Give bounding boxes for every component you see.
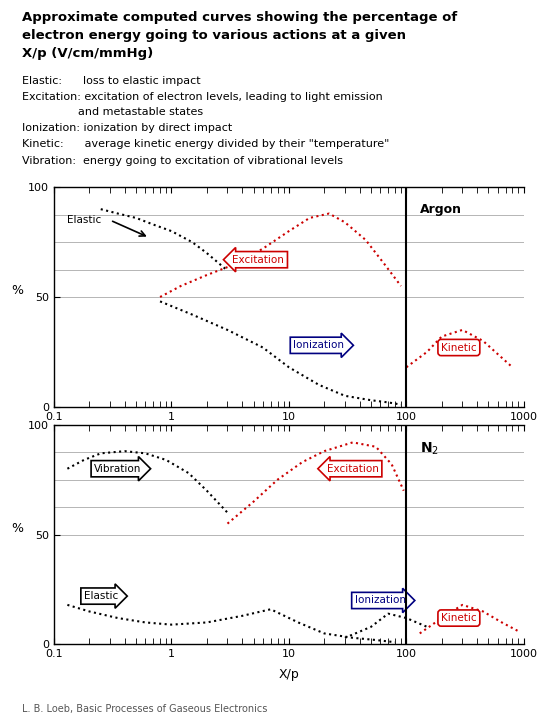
- Text: Vibration: Vibration: [94, 464, 141, 474]
- Text: Excitation: excitation of electron levels, leading to light emission: Excitation: excitation of electron level…: [22, 92, 382, 102]
- Text: Excitation: Excitation: [327, 464, 379, 474]
- Text: X/p (V/cm/mmHg): X/p (V/cm/mmHg): [22, 47, 153, 60]
- Text: Kinetic: Kinetic: [441, 343, 477, 353]
- Text: Ionization: ionization by direct impact: Ionization: ionization by direct impact: [22, 123, 232, 133]
- Text: Vibration:  energy going to excitation of vibrational levels: Vibration: energy going to excitation of…: [22, 156, 342, 166]
- Text: Kinetic:      average kinetic energy divided by their "temperature": Kinetic: average kinetic energy divided …: [22, 139, 389, 149]
- Text: N$_2$: N$_2$: [420, 440, 438, 456]
- Text: electron energy going to various actions at a given: electron energy going to various actions…: [22, 29, 406, 42]
- Text: Ionization: Ionization: [355, 595, 406, 606]
- Y-axis label: %: %: [11, 521, 23, 534]
- Text: Elastic:      loss to elastic impact: Elastic: loss to elastic impact: [22, 76, 200, 86]
- Y-axis label: %: %: [11, 284, 23, 297]
- Text: Elastic: Elastic: [68, 215, 102, 225]
- Text: Approximate computed curves showing the percentage of: Approximate computed curves showing the …: [22, 11, 457, 24]
- Text: Kinetic: Kinetic: [441, 613, 477, 623]
- Text: L. B. Loeb, Basic Processes of Gaseous Electronics: L. B. Loeb, Basic Processes of Gaseous E…: [22, 704, 267, 714]
- Text: Elastic: Elastic: [84, 591, 118, 601]
- Text: and metastable states: and metastable states: [22, 107, 202, 117]
- Text: Ionization: Ionization: [293, 341, 345, 351]
- Text: Argon: Argon: [420, 202, 462, 215]
- Text: X/p: X/p: [279, 668, 299, 681]
- Text: Excitation: Excitation: [232, 255, 285, 265]
